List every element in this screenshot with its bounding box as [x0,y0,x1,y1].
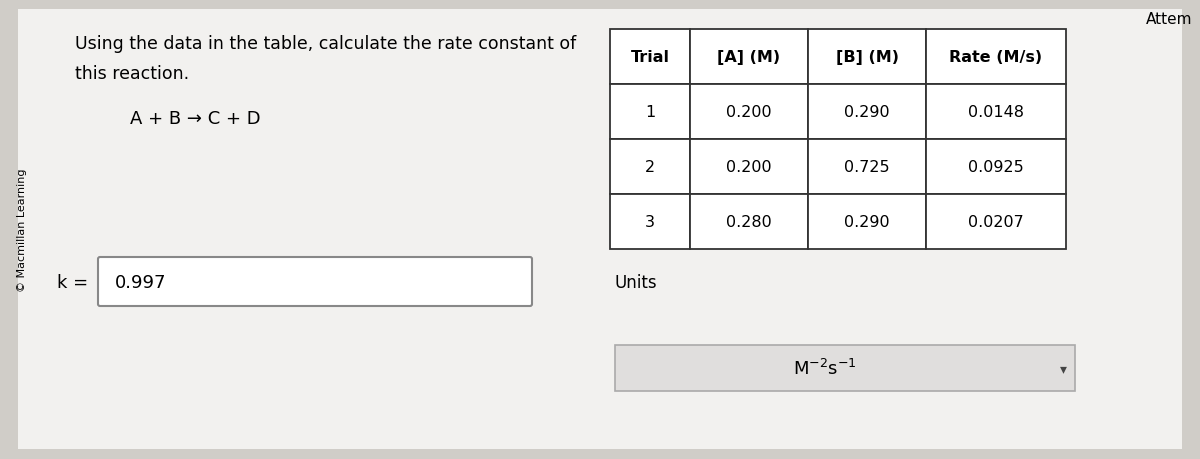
FancyBboxPatch shape [98,257,532,306]
FancyBboxPatch shape [808,140,926,195]
FancyBboxPatch shape [610,30,690,85]
FancyBboxPatch shape [690,195,808,249]
Text: 0.0148: 0.0148 [968,105,1024,120]
Text: Units: Units [616,273,658,291]
Text: 0.997: 0.997 [115,273,167,291]
FancyBboxPatch shape [690,85,808,140]
Text: A + B → C + D: A + B → C + D [130,110,260,128]
Text: [B] (M): [B] (M) [835,50,899,65]
FancyBboxPatch shape [808,195,926,249]
FancyBboxPatch shape [610,140,690,195]
Text: 0.725: 0.725 [844,160,890,174]
FancyBboxPatch shape [610,195,690,249]
Text: 3: 3 [646,214,655,230]
Text: 0.290: 0.290 [844,214,890,230]
Text: Rate (M/s): Rate (M/s) [949,50,1043,65]
FancyBboxPatch shape [926,30,1066,85]
Text: k =: k = [56,273,88,291]
Text: 0.0925: 0.0925 [968,160,1024,174]
FancyBboxPatch shape [926,140,1066,195]
Text: 1: 1 [644,105,655,120]
FancyBboxPatch shape [610,85,690,140]
FancyBboxPatch shape [690,140,808,195]
Text: [A] (M): [A] (M) [718,50,780,65]
Text: this reaction.: this reaction. [74,65,190,83]
FancyBboxPatch shape [616,345,1075,391]
Text: ▾: ▾ [1060,361,1067,375]
FancyBboxPatch shape [926,85,1066,140]
Text: Attem: Attem [1146,12,1192,27]
FancyBboxPatch shape [690,30,808,85]
Text: © Macmillan Learning: © Macmillan Learning [17,168,28,291]
Text: M$^{-2}$s$^{-1}$: M$^{-2}$s$^{-1}$ [793,358,857,378]
Text: 0.200: 0.200 [726,105,772,120]
FancyBboxPatch shape [926,195,1066,249]
Text: 0.280: 0.280 [726,214,772,230]
FancyBboxPatch shape [808,30,926,85]
FancyBboxPatch shape [18,10,1182,449]
Text: 0.0207: 0.0207 [968,214,1024,230]
Text: Trial: Trial [630,50,670,65]
Text: 0.200: 0.200 [726,160,772,174]
FancyBboxPatch shape [808,85,926,140]
Text: 0.290: 0.290 [844,105,890,120]
Text: 2: 2 [644,160,655,174]
Text: Using the data in the table, calculate the rate constant of: Using the data in the table, calculate t… [74,35,576,53]
